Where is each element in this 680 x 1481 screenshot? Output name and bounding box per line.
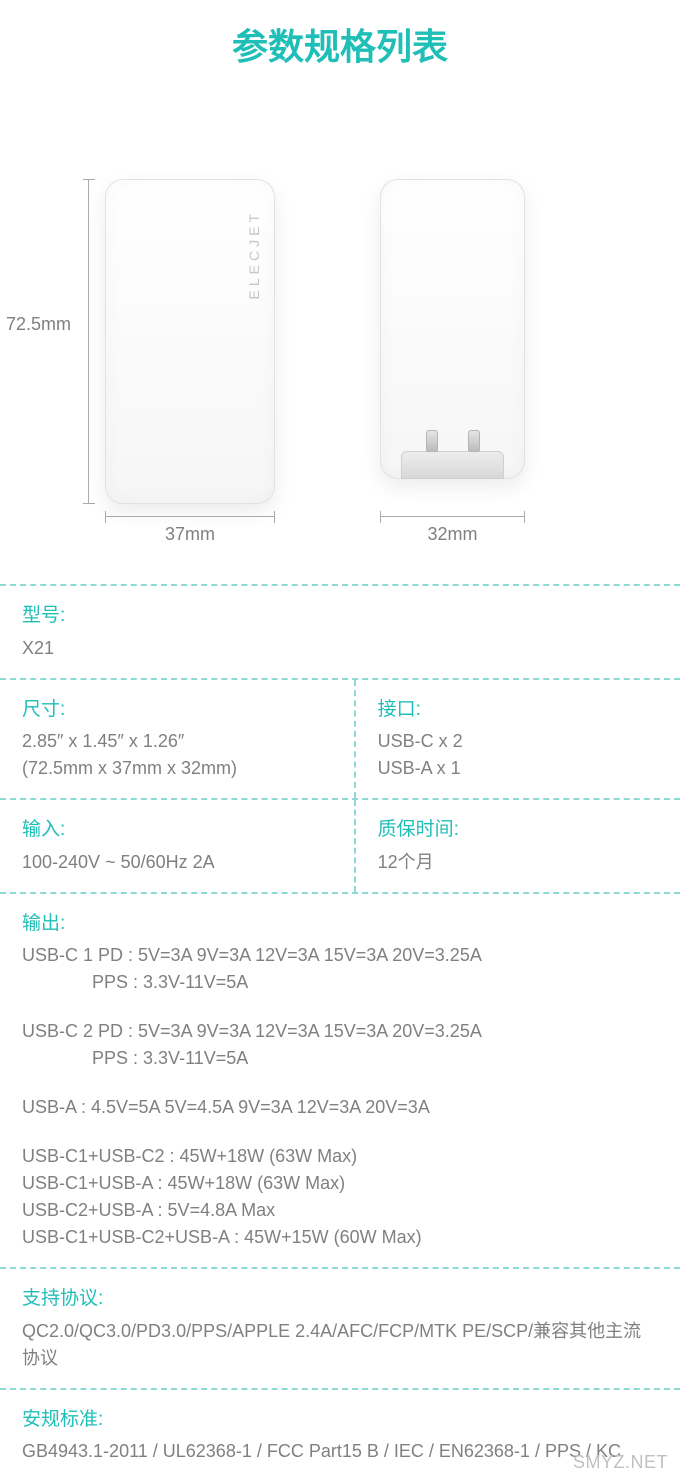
table-row: 支持协议: QC2.0/QC3.0/PD3.0/PPS/APPLE 2.4A/A…	[0, 1267, 680, 1388]
combo-2: USB-C1+USB-A : 45W+18W (63W Max)	[22, 1170, 658, 1197]
height-dim-line	[88, 179, 89, 504]
cell-input: 输入: 100-240V ~ 50/60Hz 2A	[0, 800, 354, 892]
output-c1-pps: PPS : 3.3V-11V=5A	[22, 969, 658, 996]
output-a: USB-A : 4.5V=5A 5V=4.5A 9V=3A 12V=3A 20V…	[22, 1094, 658, 1121]
size-label: 尺寸:	[22, 696, 332, 725]
input-value: 100-240V ~ 50/60Hz 2A	[22, 849, 332, 876]
combo-1: USB-C1+USB-C2 : 45W+18W (63W Max)	[22, 1143, 658, 1170]
spec-table: 型号: X21 尺寸: 2.85″ x 1.45″ x 1.26″ (72.5m…	[0, 584, 680, 1481]
input-label: 输入:	[22, 816, 332, 845]
page-title: 参数规格列表	[0, 0, 680, 84]
height-dim-label: 72.5mm	[6, 314, 71, 335]
cell-safety: 安规标准: GB4943.1-2011 / UL62368-1 / FCC Pa…	[0, 1390, 680, 1481]
model-value: X21	[22, 635, 658, 662]
table-row: 尺寸: 2.85″ x 1.45″ x 1.26″ (72.5mm x 37mm…	[0, 678, 680, 799]
cell-protocol: 支持协议: QC2.0/QC3.0/PD3.0/PPS/APPLE 2.4A/A…	[0, 1269, 680, 1388]
cell-ports: 接口: USB-C x 2 USB-A x 1	[354, 680, 680, 799]
table-row: 安规标准: GB4943.1-2011 / UL62368-1 / FCC Pa…	[0, 1388, 680, 1481]
output-c2-pps: PPS : 3.3V-11V=5A	[22, 1045, 658, 1072]
combo-3: USB-C2+USB-A : 5V=4.8A Max	[22, 1197, 658, 1224]
protocol-label: 支持协议:	[22, 1285, 658, 1314]
cell-output: 输出: USB-C 1 PD : 5V=3A 9V=3A 12V=3A 15V=…	[0, 894, 680, 1268]
output-c1-pd: USB-C 1 PD : 5V=3A 9V=3A 12V=3A 15V=3A 2…	[22, 942, 658, 969]
cell-model: 型号: X21	[0, 586, 680, 678]
ports-label: 接口:	[378, 696, 658, 725]
size-value-1: 2.85″ x 1.45″ x 1.26″	[22, 728, 332, 755]
front-width-dim-line	[105, 516, 275, 517]
warranty-value: 12个月	[378, 849, 658, 876]
charger-front-view: ELECJET	[105, 179, 275, 504]
brand-text: ELECJET	[246, 210, 262, 299]
dimension-diagram: 72.5mm ELECJET 37mm 32mm	[0, 84, 680, 504]
table-row: 输入: 100-240V ~ 50/60Hz 2A 质保时间: 12个月	[0, 798, 680, 892]
combo-4: USB-C1+USB-C2+USB-A : 45W+15W (60W Max)	[22, 1224, 658, 1251]
front-width-dim-label: 37mm	[105, 524, 275, 545]
plug-prong	[468, 430, 480, 452]
cell-size: 尺寸: 2.85″ x 1.45″ x 1.26″ (72.5mm x 37mm…	[0, 680, 354, 799]
safety-value: GB4943.1-2011 / UL62368-1 / FCC Part15 B…	[22, 1438, 658, 1465]
side-width-dim-label: 32mm	[380, 524, 525, 545]
size-value-2: (72.5mm x 37mm x 32mm)	[22, 755, 332, 782]
plug-base	[401, 451, 504, 479]
ports-value-1: USB-C x 2	[378, 728, 658, 755]
safety-label: 安规标准:	[22, 1406, 658, 1435]
model-label: 型号:	[22, 602, 658, 631]
charger-side-view	[380, 179, 525, 479]
ports-value-2: USB-A x 1	[378, 755, 658, 782]
table-row: 输出: USB-C 1 PD : 5V=3A 9V=3A 12V=3A 15V=…	[0, 892, 680, 1268]
plug-prong	[426, 430, 438, 452]
table-row: 型号: X21	[0, 584, 680, 678]
warranty-label: 质保时间:	[378, 816, 658, 845]
cell-warranty: 质保时间: 12个月	[354, 800, 680, 892]
output-label: 输出:	[22, 910, 658, 939]
side-width-dim-line	[380, 516, 525, 517]
output-c2-pd: USB-C 2 PD : 5V=3A 9V=3A 12V=3A 15V=3A 2…	[22, 1018, 658, 1045]
protocol-value: QC2.0/QC3.0/PD3.0/PPS/APPLE 2.4A/AFC/FCP…	[22, 1318, 658, 1372]
